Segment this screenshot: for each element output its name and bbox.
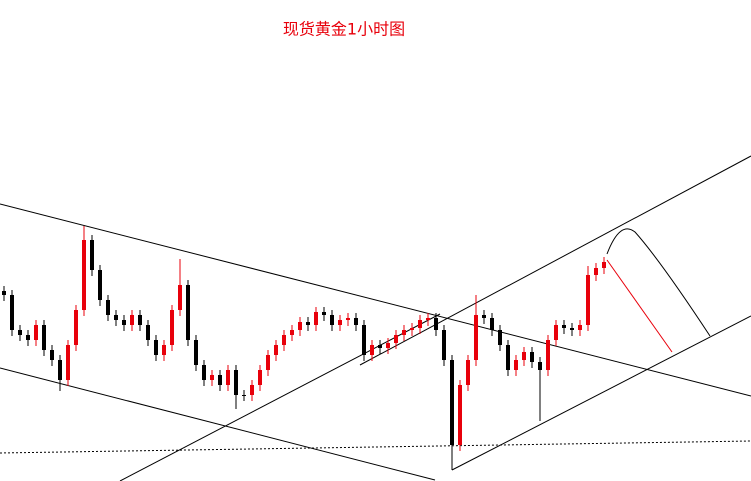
candle-body xyxy=(474,315,478,360)
candle-body xyxy=(234,370,238,395)
trend-line xyxy=(451,315,751,471)
candle-body xyxy=(306,322,310,325)
candle-body xyxy=(74,310,78,345)
candle-body xyxy=(602,262,606,268)
candle-body xyxy=(482,315,486,318)
candle-body xyxy=(18,330,22,335)
candle-body xyxy=(450,360,454,445)
candle-body xyxy=(554,325,558,340)
candle-body xyxy=(210,375,214,380)
candle-body xyxy=(466,360,470,385)
candle-body xyxy=(282,335,286,345)
candle-body xyxy=(418,320,422,328)
candle-body xyxy=(130,315,134,325)
candle-body xyxy=(274,345,278,355)
candle-body xyxy=(402,330,406,335)
candle-body xyxy=(170,310,174,345)
candle-body xyxy=(314,312,318,325)
candle-body xyxy=(218,375,222,385)
candle-body xyxy=(178,285,182,310)
candle-body xyxy=(242,395,246,396)
candle-body xyxy=(226,370,230,385)
trend-line xyxy=(0,367,436,481)
candle-body xyxy=(290,330,294,335)
candle-body xyxy=(34,325,38,340)
candle-body xyxy=(578,325,582,330)
candle-body xyxy=(410,328,414,330)
candle-body xyxy=(26,335,30,340)
candle-body xyxy=(530,352,534,362)
candle-body xyxy=(434,318,438,330)
candle-body xyxy=(386,343,390,348)
candle-body xyxy=(146,325,150,340)
trend-lines xyxy=(0,155,751,481)
candle-body xyxy=(90,240,94,270)
dotted-line xyxy=(0,440,751,454)
candle-body xyxy=(106,300,110,315)
candle-body xyxy=(594,268,598,275)
candle-body xyxy=(506,345,510,370)
candle-body xyxy=(490,318,494,330)
candle-body xyxy=(202,365,206,380)
candle-body xyxy=(522,352,526,360)
candle-body xyxy=(58,360,62,380)
forecast-line xyxy=(606,259,673,353)
trend-line xyxy=(119,313,441,481)
candle-body xyxy=(194,340,198,365)
candle-body xyxy=(250,385,254,395)
candle-body xyxy=(266,355,270,370)
candle-body xyxy=(154,340,158,355)
candle-body xyxy=(354,318,358,325)
candle-body xyxy=(322,312,326,315)
candle-body xyxy=(514,360,518,370)
candle-body xyxy=(258,370,262,385)
candle-body xyxy=(586,275,590,325)
candle-body xyxy=(66,345,70,380)
candle-body xyxy=(426,318,430,320)
candle-body xyxy=(10,295,14,330)
candle-body xyxy=(394,335,398,343)
candle-body xyxy=(546,340,550,370)
candle-body xyxy=(2,291,6,295)
candle-body xyxy=(562,325,566,328)
candle-body xyxy=(114,315,118,320)
candle-body xyxy=(346,318,350,320)
trend-line xyxy=(0,203,751,397)
candle-body xyxy=(330,315,334,325)
candle-body xyxy=(298,322,302,330)
candle-body xyxy=(458,385,462,445)
forecast-curve xyxy=(606,228,711,337)
candle-body xyxy=(98,270,102,300)
candle-body xyxy=(362,325,366,355)
candle-body xyxy=(82,240,86,310)
candle-body xyxy=(122,320,126,325)
candle-body xyxy=(338,320,342,325)
trend-line xyxy=(359,155,751,366)
candle-body xyxy=(498,330,502,345)
candle-body xyxy=(138,315,142,325)
candle-body xyxy=(186,285,190,340)
candle-body xyxy=(162,345,166,355)
candle-body xyxy=(570,328,574,330)
candle-body xyxy=(370,345,374,355)
candle-body xyxy=(538,362,542,370)
chart-title: 现货黄金1小时图 xyxy=(283,20,405,39)
candle-body xyxy=(378,345,382,348)
candle-body xyxy=(42,325,46,350)
candle-body xyxy=(442,330,446,360)
candle-body xyxy=(50,350,54,360)
